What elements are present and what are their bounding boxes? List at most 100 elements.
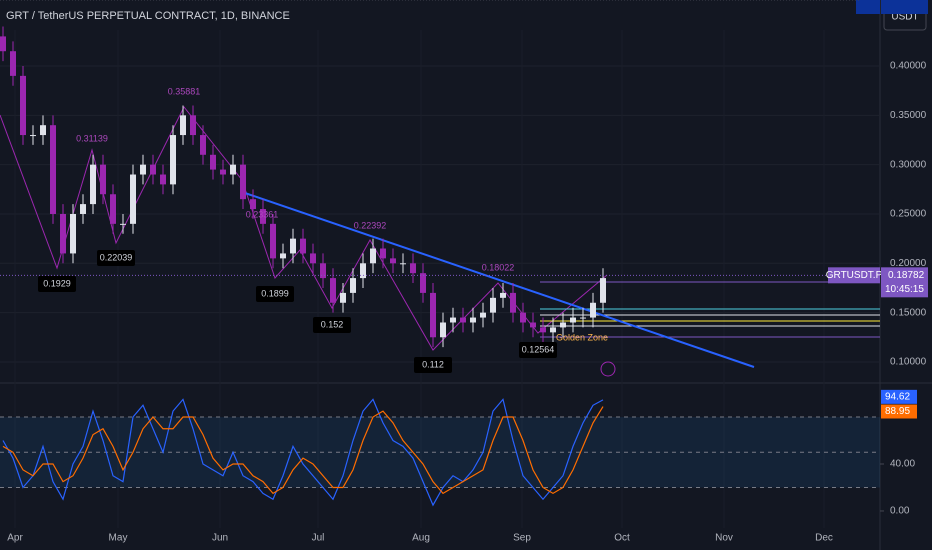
annotation: 0.31139 [76,133,108,143]
annotation: 0.23361 [246,209,279,219]
annotation: 0.22392 [354,220,387,230]
price: 0.18782 [888,270,925,281]
alert-icon [600,361,616,377]
candle-body [600,278,606,303]
trend-line [241,191,755,368]
x-tick-label: Dec [815,533,833,544]
candle-body [340,292,346,303]
candle-body [10,51,16,76]
x-tick-label: May [109,533,128,544]
candle-body [430,292,436,338]
y-tick-label: 0.20000 [890,258,927,269]
candle-body [20,75,26,136]
candle-body [190,115,196,136]
y-tick-label: 0.00 [890,506,910,517]
annotation: 0.12564 [522,344,555,354]
candle-body [530,322,536,328]
candle-body [310,253,316,264]
symbol: GRTUSDT.P [826,270,883,281]
x-tick-label: Nov [715,533,733,544]
value-box [881,404,917,419]
annotation: 0.112 [422,359,444,369]
candle-body [370,248,376,264]
x-tick-label: Sep [513,533,531,544]
x-tick-label: Aug [412,533,430,544]
candle-body [70,213,76,254]
annotation: 0.1899 [261,288,289,298]
candle-body [420,273,426,293]
symbol-box [828,267,880,284]
candle-body [410,263,416,274]
value-label: 88.95 [885,406,910,417]
candle-body [320,263,326,279]
candle-body [80,204,86,214]
y-tick-label: 40.00 [890,459,915,470]
candle-body [590,302,596,318]
candle-body [300,238,306,254]
x-tick-label: Apr [7,533,23,544]
x-tick-label: Oct [614,533,630,544]
annotation: 0.152 [321,319,344,329]
annotation: Golden Zone [556,332,608,342]
candle-body [60,213,66,254]
annotation: 0.18022 [482,262,515,272]
low-value-box [881,0,928,14]
candle-body [180,115,186,136]
pivot-box [414,357,452,373]
candle-body [170,135,176,185]
candle-body [270,223,276,259]
value-label: 94.62 [885,391,910,402]
candle-body [0,36,6,52]
candle-body [390,258,396,264]
candle-body [560,322,566,328]
candle-body [220,169,226,175]
candle-body [440,322,446,338]
annotation: 0.35881 [168,86,201,96]
candle-body [40,125,46,136]
value-box [881,389,917,404]
candle-body [160,174,166,185]
low-name-box [860,0,880,14]
candle-body [120,223,126,225]
candle-body [520,312,526,323]
y-tick-label: 0.30000 [890,159,927,170]
pivot-box [313,317,351,333]
candle-body [110,194,116,224]
candle-body [480,312,486,318]
osc-line [2,398,604,507]
chart-title: GRT / TetherUS PERPETUAL CONTRACT, 1D, B… [6,10,290,22]
candle-body [30,135,36,137]
candle-body [400,263,406,265]
candle-body [140,164,146,175]
candle-body [210,154,216,170]
candle-body [130,174,136,224]
candle-body [100,164,106,195]
y-tick-label: 0.35000 [890,110,927,121]
candle-body [450,317,456,323]
candle-body [380,248,386,259]
candle-body [50,125,56,214]
osc-line [2,406,604,495]
price-box [881,267,928,298]
candle-body [550,327,556,333]
candle-body [230,164,236,175]
countdown: 10:45:15 [885,284,924,295]
annotation: 0.22039 [100,252,133,262]
candle-body [490,297,496,313]
pivot-box [256,286,294,302]
candle-body [240,164,246,200]
candle-body [460,317,466,323]
candle-body [510,292,516,313]
candle-body [150,164,156,175]
x-tick-label: Jun [212,533,228,544]
y-tick-label: 0.10000 [890,357,927,368]
currency-label[interactable]: USDT [891,12,918,23]
candle-body [470,317,476,323]
candle-body [540,327,546,333]
candle-body [280,253,286,259]
candle-body [350,278,356,293]
annotation: 0.1929 [43,278,71,288]
candle-body [330,278,336,303]
